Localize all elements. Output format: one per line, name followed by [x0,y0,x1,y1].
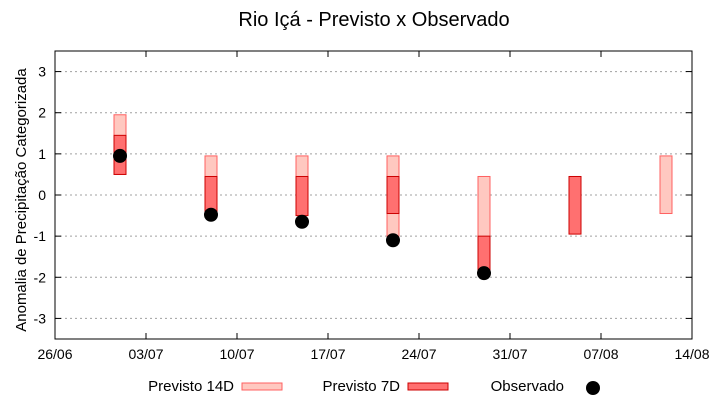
series-previsto-7d [113,134,582,276]
legend-swatch-previsto-14d [241,382,283,391]
legend: Previsto 14D Previsto 7D Observado [148,378,600,395]
bar-previsto-7d [295,175,309,217]
legend-swatch-previsto-7d [407,382,449,391]
y-tick-label: -2 [34,269,47,285]
point-observado [386,233,400,248]
bar-previsto-7d [568,175,582,235]
x-tick-label: 03/07 [128,346,163,362]
y-tick-label: 0 [38,187,46,203]
y-tick-label: -3 [34,310,47,326]
x-tick-label: 26/06 [37,346,72,362]
legend-marker-observado [586,381,600,395]
legend-label-previsto-14d: Previsto 14D [148,378,234,395]
point-observado [477,266,491,281]
x-tick-label: 31/07 [492,346,527,362]
point-observado [295,214,309,229]
bar-previsto-14d [659,155,673,215]
bar-previsto-7d [386,175,400,215]
x-tick-label: 14/08 [674,346,709,362]
point-observado [113,148,127,163]
legend-label-observado: Observado [491,378,564,395]
x-tick-label: 17/07 [310,346,345,362]
y-tick-label: 1 [38,146,46,162]
y-tick-label: 2 [38,105,46,121]
y-axis-label: Anomalia de Precipitação Categorizada [13,68,30,332]
x-tick-label: 10/07 [219,346,254,362]
x-tick-label: 24/07 [401,346,436,362]
y-tick-label: 3 [38,64,46,80]
point-observado [204,207,218,222]
chart-title: Rio Içá - Previsto x Observado [238,9,509,31]
grid-lines [55,71,692,319]
x-tick-label: 07/08 [583,346,618,362]
legend-label-previsto-7d: Previsto 7D [322,378,400,395]
series-observado [113,148,491,281]
axis-ticks: -3 -2 -1 0 1 2 3 26/06 03/07 10/07 17/07 24/07 31/07… [34,51,710,362]
y-tick-label: -1 [34,228,47,244]
